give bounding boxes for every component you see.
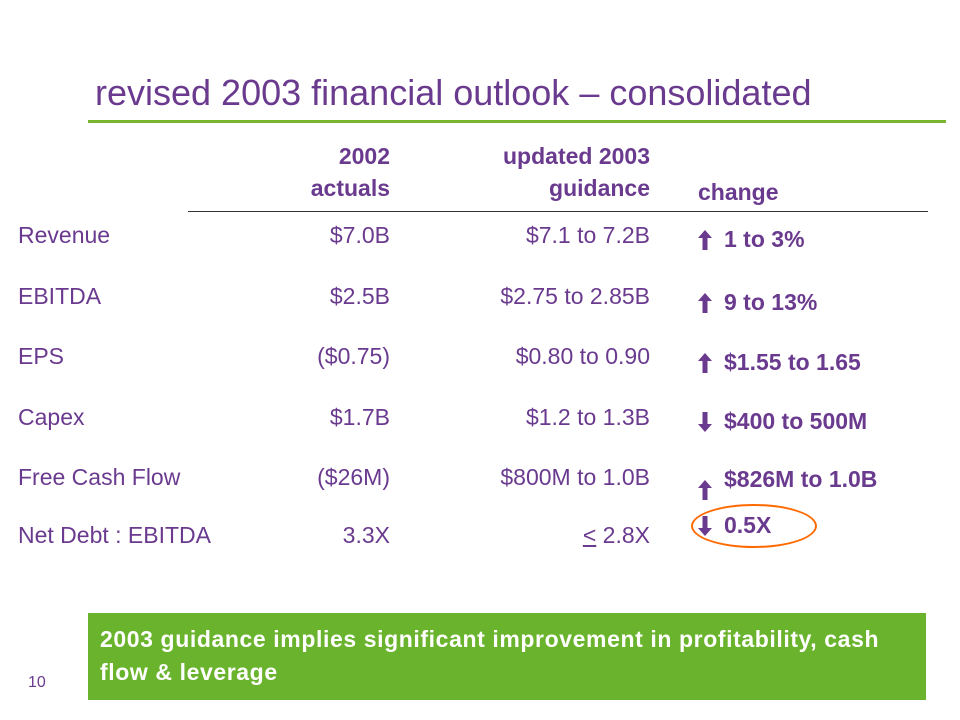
row-change-value: 9 to 13%: [724, 289, 818, 315]
row-guidance: $2.75 to 2.85B: [500, 283, 650, 309]
row-change-value: $400 to 500M: [724, 408, 868, 434]
row-guidance: $1.2 to 1.3B: [525, 404, 650, 430]
row-guidance-value: 2.8X: [596, 522, 650, 548]
row-change: $826M to 1.0B: [698, 466, 878, 500]
down-arrow-icon: [698, 411, 712, 432]
up-arrow-icon: [698, 229, 712, 250]
row-change: 9 to 13%: [698, 289, 817, 316]
title-underline: [88, 120, 946, 123]
row-change: $400 to 500M: [698, 408, 867, 435]
table-row: Free Cash Flow ($26M) $800M to 1.0B $826…: [0, 464, 960, 504]
header-guidance: updated 2003 guidance: [503, 140, 650, 204]
row-guidance: $0.80 to 0.90: [515, 343, 650, 369]
row-actual: 3.3X: [342, 522, 390, 548]
row-actual: ($0.75): [317, 343, 390, 369]
row-change-value: 1 to 3%: [724, 226, 805, 252]
less-than-or-equal-symbol: <: [582, 522, 597, 548]
header-change: change: [698, 179, 779, 205]
row-label: EPS: [18, 343, 65, 369]
header-actuals-line1: 2002: [338, 143, 390, 169]
row-label: Net Debt : EBITDA: [18, 522, 212, 548]
table-row: Capex $1.7B $1.2 to 1.3B $400 to 500M: [0, 404, 960, 444]
row-label: EBITDA: [18, 283, 102, 309]
row-label: Free Cash Flow: [18, 464, 181, 490]
row-guidance: $7.1 to 7.2B: [525, 222, 650, 248]
up-arrow-icon: [698, 352, 712, 373]
row-change-value: $826M to 1.0B: [724, 466, 878, 492]
table-row: EPS ($0.75) $0.80 to 0.90 $1.55 to 1.65: [0, 343, 960, 383]
row-change-value: $1.55 to 1.65: [724, 349, 861, 375]
header-actuals-line2: actuals: [310, 175, 390, 201]
row-actual: $7.0B: [329, 222, 390, 248]
row-change: $1.55 to 1.65: [698, 349, 861, 376]
up-arrow-icon: [698, 479, 712, 500]
row-guidance: < 2.8X: [583, 522, 650, 549]
slide-title: revised 2003 financial outlook – consoli…: [95, 72, 812, 113]
summary-banner: 2003 guidance implies significant improv…: [88, 613, 926, 700]
row-change: 1 to 3%: [698, 226, 805, 253]
highlight-ellipse: [691, 504, 817, 548]
table-row: Revenue $7.0B $7.1 to 7.2B 1 to 3%: [0, 222, 960, 262]
row-actual: $1.7B: [329, 404, 390, 430]
row-label: Capex: [18, 404, 85, 430]
row-guidance: $800M to 1.0B: [500, 464, 650, 490]
page-number: 10: [28, 674, 46, 691]
table-row: EBITDA $2.5B $2.75 to 2.85B 9 to 13%: [0, 283, 960, 323]
row-label: Revenue: [18, 222, 111, 248]
row-actual: ($26M): [317, 464, 390, 490]
header-underline: [188, 211, 928, 212]
row-actual: $2.5B: [329, 283, 390, 309]
header-guidance-line1: updated 2003: [503, 143, 650, 169]
header-actuals: 2002 actuals: [311, 140, 390, 204]
header-guidance-line2: guidance: [549, 175, 650, 201]
up-arrow-icon: [698, 292, 712, 313]
